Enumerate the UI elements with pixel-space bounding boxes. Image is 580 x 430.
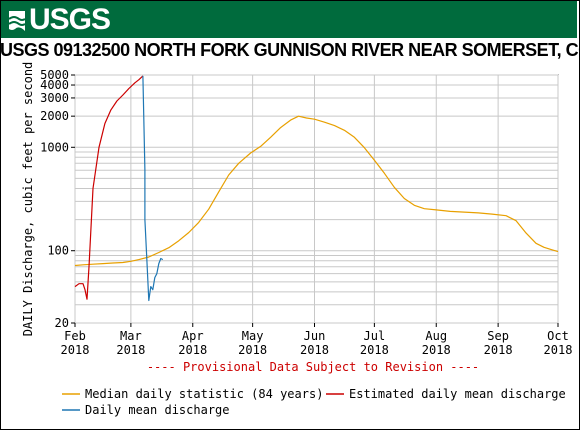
- legend-label: Median daily statistic (84 years): [85, 387, 323, 401]
- x-tick-label-year: 2018: [178, 343, 207, 357]
- x-tick-label-year: 2018: [116, 343, 145, 357]
- chart-title: USGS 09132500 NORTH FORK GUNNISON RIVER …: [0, 40, 580, 60]
- y-tick-label: 20: [55, 316, 69, 330]
- series-line-3: [142, 75, 164, 302]
- x-tick-label-year: 2018: [422, 343, 451, 357]
- x-tick-label-year: 2018: [544, 343, 573, 357]
- y-tick-label: 100: [47, 244, 69, 258]
- series-line-2: [74, 75, 144, 300]
- legend-label: Estimated daily mean discharge: [349, 387, 566, 401]
- x-tick-label-month: Oct: [547, 329, 569, 343]
- y-axis-label: DAILY Discharge, cubic feet per second: [21, 62, 35, 337]
- x-tick-label-year: 2018: [238, 343, 267, 357]
- y-tick-label: 5000: [40, 68, 69, 82]
- x-tick-label-month: Mar: [120, 329, 142, 343]
- legend-label: Daily mean discharge: [85, 403, 230, 417]
- x-tick-label-month: Jun: [304, 329, 326, 343]
- usgs-banner: USGS: [1, 1, 577, 38]
- x-tick-label-month: Sep: [487, 329, 509, 343]
- legend: Median daily statistic (84 years) Estimat…: [62, 387, 566, 417]
- x-tick-label-month: Jul: [364, 329, 386, 343]
- y-tick-label: 4000: [40, 78, 69, 92]
- series-line-1: [74, 115, 559, 267]
- x-tick-label-year: 2018: [61, 343, 90, 357]
- y-tick-label: 3000: [40, 91, 69, 105]
- series-layer: [74, 75, 559, 302]
- x-tick-label-month: May: [242, 329, 264, 343]
- x-tick-label-year: 2018: [484, 343, 513, 357]
- x-tick-label-year: 2018: [360, 343, 389, 357]
- x-tick-label-month: Aug: [425, 329, 447, 343]
- provisional-note: ---- Provisional Data Subject to Revisio…: [147, 360, 479, 374]
- x-tick-label-month: Apr: [182, 329, 204, 343]
- x-tick-label-year: 2018: [300, 343, 329, 357]
- y-tick-label: 2000: [40, 109, 69, 123]
- usgs-wave-logo-icon: [8, 11, 26, 31]
- x-axis: Feb2018Mar2018Apr2018May2018Jun2018Jul20…: [61, 323, 573, 357]
- usgs-logo-text: USGS: [29, 3, 111, 36]
- plot-area: [74, 74, 559, 324]
- x-tick-label-month: Feb: [64, 329, 86, 343]
- y-tick-label: 1000: [40, 140, 69, 154]
